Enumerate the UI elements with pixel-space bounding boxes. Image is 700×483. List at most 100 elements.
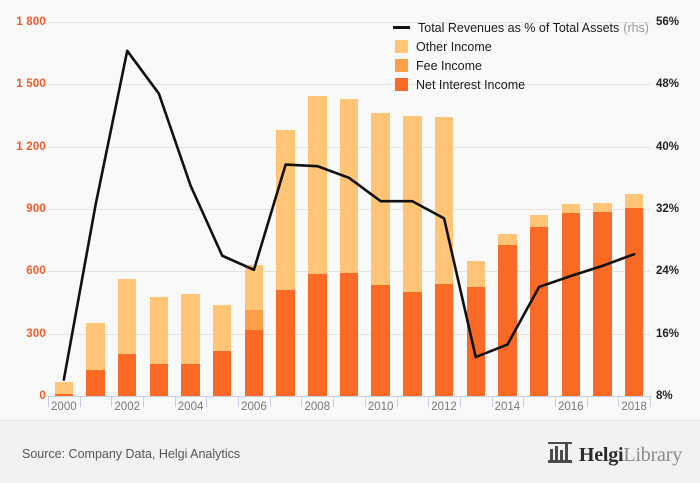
- bar-stack[interactable]: [86, 22, 105, 396]
- logo-word-helgi: Helgi: [578, 443, 624, 466]
- x-axis-tick-label: 2006: [241, 401, 267, 413]
- legend-item[interactable]: Total Revenues as % of Total Assets (rhs): [393, 18, 649, 37]
- bar-segment-other-income: [149, 297, 169, 364]
- x-axis-tick-label: 2002: [114, 401, 140, 413]
- bar-segment-net-interest-income: [86, 370, 105, 396]
- x-axis-tick: [428, 396, 430, 407]
- source-note: Source: Company Data, Helgi Analytics: [22, 447, 241, 461]
- x-axis-tick-label: 2018: [621, 401, 647, 413]
- x-axis-tick: [333, 396, 335, 407]
- bar-segment-net-interest-income: [593, 212, 612, 396]
- footer-background: [0, 420, 700, 483]
- y-axis-left-tick-label: 0: [39, 390, 46, 402]
- y-axis-right-tick-label: 16%: [656, 327, 680, 340]
- bar-stack[interactable]: [244, 22, 264, 396]
- bar-stack[interactable]: [276, 22, 295, 396]
- y-axis-right-tick-label: 8%: [656, 390, 673, 402]
- bar-segment-net-interest-income: [466, 286, 485, 396]
- bar-segment-net-interest-income: [213, 351, 232, 396]
- x-axis-tick-label: 2004: [177, 401, 204, 413]
- bar-segment-other-income: [593, 202, 612, 213]
- x-axis-tick: [554, 396, 556, 407]
- x-axis-tick: [618, 396, 620, 407]
- bar-stack[interactable]: [213, 22, 232, 396]
- bar-segment-other-income: [276, 130, 295, 291]
- x-axis-tick: [301, 396, 303, 407]
- bar-segment-other-income: [434, 116, 454, 284]
- legend-item[interactable]: Fee Income: [393, 56, 649, 75]
- x-axis-tick: [206, 396, 208, 407]
- legend-item-axis-note: (rhs): [623, 20, 649, 35]
- bar-segment-other-income: [86, 323, 105, 371]
- x-axis-tick: [491, 396, 493, 407]
- bar-segment-net-interest-income: [529, 226, 549, 396]
- bar-segment-other-income: [308, 95, 327, 275]
- x-axis-tick-label: 2014: [494, 401, 521, 413]
- x-axis-tick: [238, 396, 240, 407]
- bar-segment-net-interest-income: [434, 283, 454, 396]
- legend-item-label: Other Income: [416, 39, 492, 54]
- helgi-library-logo: HelgiLibrary: [547, 441, 682, 469]
- bar-segment-net-interest-income: [118, 354, 137, 396]
- legend-item-label: Total Revenues as % of Total Assets: [418, 20, 620, 35]
- bar-stack[interactable]: [118, 22, 137, 396]
- bar-segment-net-interest-income: [339, 273, 359, 396]
- bar-segment-other-income: [561, 203, 580, 214]
- bar-stack[interactable]: [339, 22, 359, 396]
- bar-segment-net-interest-income: [244, 329, 264, 396]
- bar-segment-net-interest-income: [149, 363, 169, 396]
- bar-segment-net-interest-income: [403, 292, 422, 396]
- y-axis-left-tick-label: 300: [26, 327, 46, 340]
- bar-segment-other-income: [339, 98, 359, 274]
- y-axis-right-labels: 8% 16% 24% 32% 40% 48% 56%: [656, 0, 700, 420]
- bar-segment-other-income: [54, 382, 74, 394]
- x-axis-tick: [650, 396, 651, 407]
- gridline: [48, 22, 650, 23]
- x-axis-tick-label: 2000: [51, 401, 77, 413]
- x-axis-tick-label: 2010: [367, 401, 394, 413]
- x-axis-tick-label: 2008: [304, 401, 331, 413]
- bar-segment-other-income: [118, 278, 137, 355]
- x-axis-tick: [174, 396, 176, 407]
- legend-color-swatch-icon: [395, 59, 408, 72]
- bar-segment-net-interest-income: [276, 290, 295, 396]
- x-axis-tick: [586, 396, 588, 407]
- legend-item[interactable]: Other Income: [393, 37, 649, 56]
- bar-segment-net-interest-income: [308, 274, 327, 396]
- x-axis-tick: [269, 396, 271, 407]
- library-building-icon: [547, 441, 573, 469]
- legend-line-marker-icon: [393, 26, 410, 29]
- x-axis-tick: [396, 396, 398, 407]
- bar-stack[interactable]: [371, 22, 390, 396]
- bar-stack[interactable]: [308, 22, 327, 396]
- y-axis-left-tick-label: 900: [26, 203, 46, 215]
- bar-stack[interactable]: [181, 22, 200, 396]
- x-axis-tick-label: 2012: [431, 401, 457, 413]
- logo-wordmark: HelgiLibrary: [579, 444, 682, 467]
- y-axis-right-tick-label: 40%: [656, 140, 680, 153]
- x-axis-line: [48, 396, 650, 397]
- bar-stack[interactable]: [149, 22, 169, 396]
- y-axis-left-tick-label: 1 500: [16, 78, 46, 91]
- bar-segment-fee-income: [244, 309, 264, 330]
- legend-item[interactable]: Net Interest Income: [393, 75, 649, 94]
- bar-segment-net-interest-income: [54, 393, 74, 396]
- x-axis-tick-label: 2016: [557, 401, 584, 413]
- y-axis-right-tick-label: 56%: [656, 16, 680, 28]
- legend-color-swatch-icon: [395, 78, 408, 91]
- bar-stack[interactable]: [54, 22, 74, 396]
- x-axis-tick: [523, 396, 525, 407]
- x-axis-tick: [143, 396, 145, 407]
- bar-segment-other-income: [371, 113, 390, 285]
- bar-segment-net-interest-income: [561, 213, 580, 396]
- logo-word-library: Library: [623, 443, 682, 466]
- bar-segment-other-income: [403, 115, 422, 293]
- bar-segment-other-income: [213, 304, 232, 352]
- bar-segment-other-income: [466, 260, 485, 287]
- legend-color-swatch-icon: [395, 40, 408, 53]
- bar-segment-net-interest-income: [371, 284, 390, 396]
- legend-item-label: Fee Income: [416, 58, 483, 73]
- x-axis-tick: [48, 396, 49, 407]
- bar-segment-net-interest-income: [624, 207, 644, 396]
